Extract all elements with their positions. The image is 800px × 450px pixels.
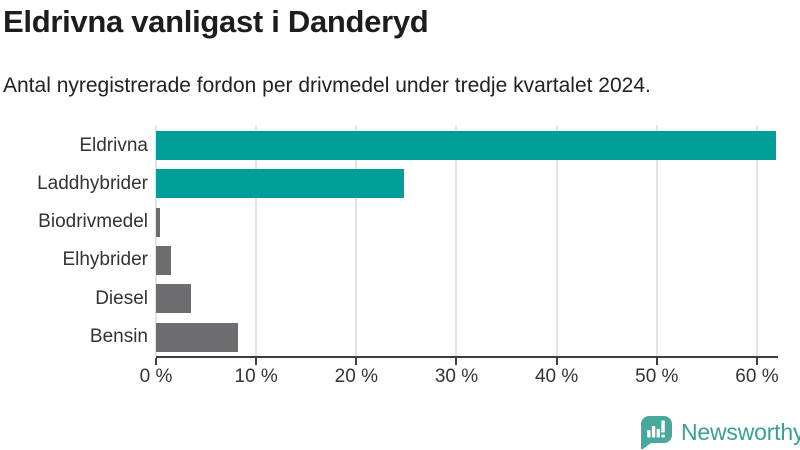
x-tick-label: 40 % [534,366,579,387]
gridline [555,125,558,356]
gridline [755,125,758,356]
chart-title: Eldrivna vanligast i Danderyd [3,4,429,39]
gridline [155,125,157,356]
x-tick-label: 10 % [234,366,278,387]
bar-elhybrider [156,245,172,275]
x-tick-mark [155,358,157,365]
newsworthy-logo[interactable]: Newsworthy [639,415,800,449]
newsworthy-icon [641,416,672,449]
bar-biodrivmedel [156,207,160,237]
gridline [655,125,658,356]
category-label-laddhybrider: Laddhybrider [37,172,148,194]
bar-diesel [156,284,192,314]
category-label-elhybrider: Elhybrider [62,249,148,271]
bar-bensin [156,322,239,352]
bar-eldrivna [156,131,776,160]
gridline [355,125,358,356]
category-label-diesel: Diesel [95,287,148,309]
category-label-eldrivna: Eldrivna [79,134,148,156]
x-tick-label: 60 % [735,366,779,387]
gridline [455,125,458,356]
x-tick-mark [355,358,358,365]
plot-area [155,125,777,356]
x-tick-label: 0 % [139,366,173,387]
x-tick-mark [255,358,258,365]
bar-laddhybrider [156,169,405,199]
x-tick-mark [555,358,558,365]
x-tick-label: 50 % [635,366,679,387]
x-tick-label: 20 % [334,366,378,387]
category-label-biodrivmedel: Biodrivmedel [38,211,148,233]
category-label-bensin: Bensin [89,326,148,347]
gridline [255,125,258,356]
chart-subtitle: Antal nyregistrerade fordon per drivmede… [3,74,651,97]
x-tick-mark [755,358,758,365]
x-axis-line [156,355,778,358]
x-tick-label: 30 % [434,366,479,387]
newsworthy-logo-text: Newsworthy [681,418,800,445]
x-tick-mark [655,358,658,365]
x-tick-mark [455,358,458,365]
